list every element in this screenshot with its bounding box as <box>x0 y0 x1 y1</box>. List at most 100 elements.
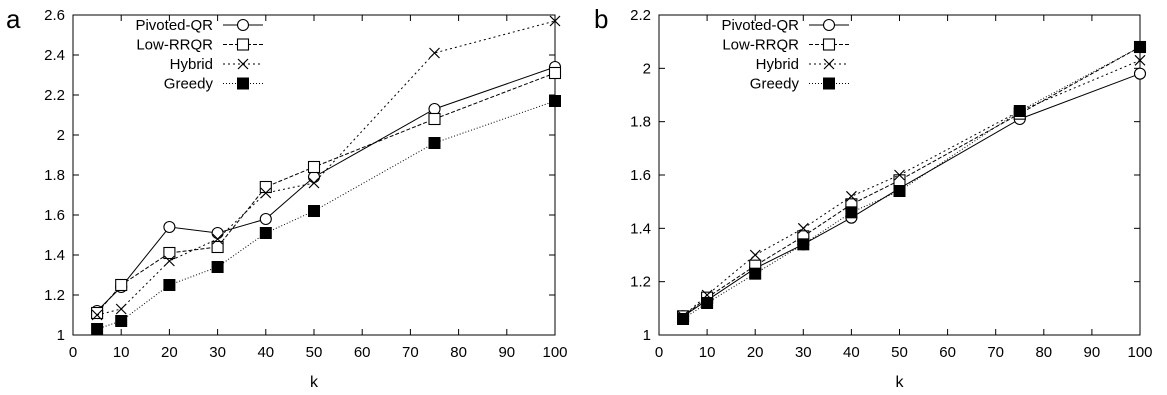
y-tick-label: 1.8 <box>44 167 65 184</box>
data-point <box>307 160 321 174</box>
data-point <box>428 102 441 116</box>
data-point <box>259 212 272 226</box>
x-tick-label: 70 <box>987 344 1004 361</box>
legend-marker <box>236 18 250 32</box>
y-tick-label: 2.6 <box>44 7 65 24</box>
data-point <box>115 278 128 292</box>
x-tick-label: 60 <box>354 344 371 361</box>
y-tick-label: 2 <box>643 60 651 77</box>
x-tick-label: 100 <box>542 344 567 361</box>
series-pivoted-qr <box>91 60 562 318</box>
legend-marker <box>237 58 249 70</box>
data-point <box>211 226 224 240</box>
y-tick-label: 2.2 <box>630 7 651 24</box>
series-greedy <box>677 41 1146 325</box>
panel-label: b <box>594 4 608 34</box>
x-axis-label: k <box>896 374 905 391</box>
data-point <box>163 279 176 291</box>
legend-label: Pivoted-QR <box>135 17 213 34</box>
legend-label: Greedy <box>164 76 214 93</box>
x-tick-label: 90 <box>498 344 515 361</box>
x-tick-label: 50 <box>891 344 908 361</box>
legend-marker <box>236 38 250 51</box>
x-tick-label: 10 <box>113 344 130 361</box>
y-tick-label: 1.6 <box>44 207 65 224</box>
data-point <box>308 177 320 189</box>
data-point <box>548 66 562 80</box>
data-point <box>259 227 272 239</box>
legend-marker <box>823 77 835 90</box>
data-point <box>259 180 272 194</box>
data-point <box>212 233 224 245</box>
x-tick-label: 0 <box>655 344 663 361</box>
legend-marker <box>822 18 836 32</box>
data-point <box>91 323 104 335</box>
x-tick-label: 80 <box>1035 344 1052 361</box>
series-hybrid <box>91 15 561 321</box>
x-tick-label: 70 <box>402 344 419 361</box>
x-tick-label: 90 <box>1084 344 1101 361</box>
data-point <box>1134 41 1146 53</box>
x-tick-label: 40 <box>257 344 274 361</box>
legend-label: Low-RRQR <box>136 37 213 54</box>
legend-label: Hybrid <box>756 56 799 73</box>
series-line <box>96 100 556 330</box>
data-point <box>1134 54 1146 66</box>
x-tick-label: 30 <box>795 344 812 361</box>
data-point <box>428 112 441 126</box>
series-line <box>682 73 1141 317</box>
chart-panel-a: a 0 10 20 30 40 50 60 70 80 90 100 1 1.2 1.4 1.6 1.8 2 2.2… <box>6 4 568 391</box>
x-tick-label: 60 <box>939 344 956 361</box>
y-tick-label: 1.6 <box>630 167 651 184</box>
data-point <box>1013 105 1026 117</box>
x-tick-label: 30 <box>209 344 226 361</box>
legend-label: Low-RRQR <box>722 37 799 54</box>
y-tick-label: 1.4 <box>44 247 65 264</box>
legend: Pivoted-QR Low-RRQR Hybrid Greedy <box>721 17 849 93</box>
y-tick-label: 1 <box>57 327 65 344</box>
data-point <box>749 267 762 280</box>
legend-label: Hybrid <box>170 56 213 73</box>
data-point <box>91 309 103 321</box>
data-point <box>797 238 810 251</box>
data-point <box>893 185 906 197</box>
data-point <box>845 190 857 202</box>
data-point <box>797 222 809 234</box>
x-tick-label: 50 <box>306 344 323 361</box>
legend: Pivoted-QR Low-RRQR Hybrid Greedy <box>135 17 263 93</box>
data-point <box>307 170 321 184</box>
y-tick-label: 2.4 <box>44 47 65 64</box>
series-pivoted-qr <box>676 67 1147 323</box>
chart-panel-b: b 0 10 20 30 40 50 60 70 80 90 100 1 1.2 1.4 1.6 1.8 2 2.2… <box>594 4 1153 391</box>
data-point <box>1133 67 1147 80</box>
x-axis-label: k <box>310 374 319 391</box>
series-line <box>682 46 1141 320</box>
data-point <box>845 206 858 219</box>
data-point <box>429 47 440 59</box>
x-tick-label: 10 <box>699 344 716 361</box>
x-tick-label: 20 <box>747 344 764 361</box>
y-tick-label: 2.2 <box>44 87 65 104</box>
legend-marker <box>237 77 249 90</box>
legend-label: Pivoted-QR <box>721 17 799 34</box>
data-point <box>91 306 104 320</box>
series-line <box>96 72 556 314</box>
data-point <box>549 95 561 107</box>
panel-label: a <box>6 4 21 34</box>
series-line <box>96 20 556 316</box>
x-tick-label: 40 <box>843 344 860 361</box>
legend-marker <box>823 58 835 70</box>
x-tick-label: 0 <box>69 344 77 361</box>
y-tick-label: 1.4 <box>630 220 651 237</box>
series-hybrid <box>677 54 1146 322</box>
data-point <box>677 313 690 325</box>
data-point <box>163 246 176 260</box>
legend-label: Greedy <box>750 76 800 93</box>
data-point <box>701 297 714 309</box>
y-tick-label: 2 <box>57 127 65 144</box>
data-point <box>260 187 272 199</box>
data-point <box>211 240 224 254</box>
x-tick-label: 100 <box>1127 344 1152 361</box>
x-tick-label: 80 <box>450 344 467 361</box>
